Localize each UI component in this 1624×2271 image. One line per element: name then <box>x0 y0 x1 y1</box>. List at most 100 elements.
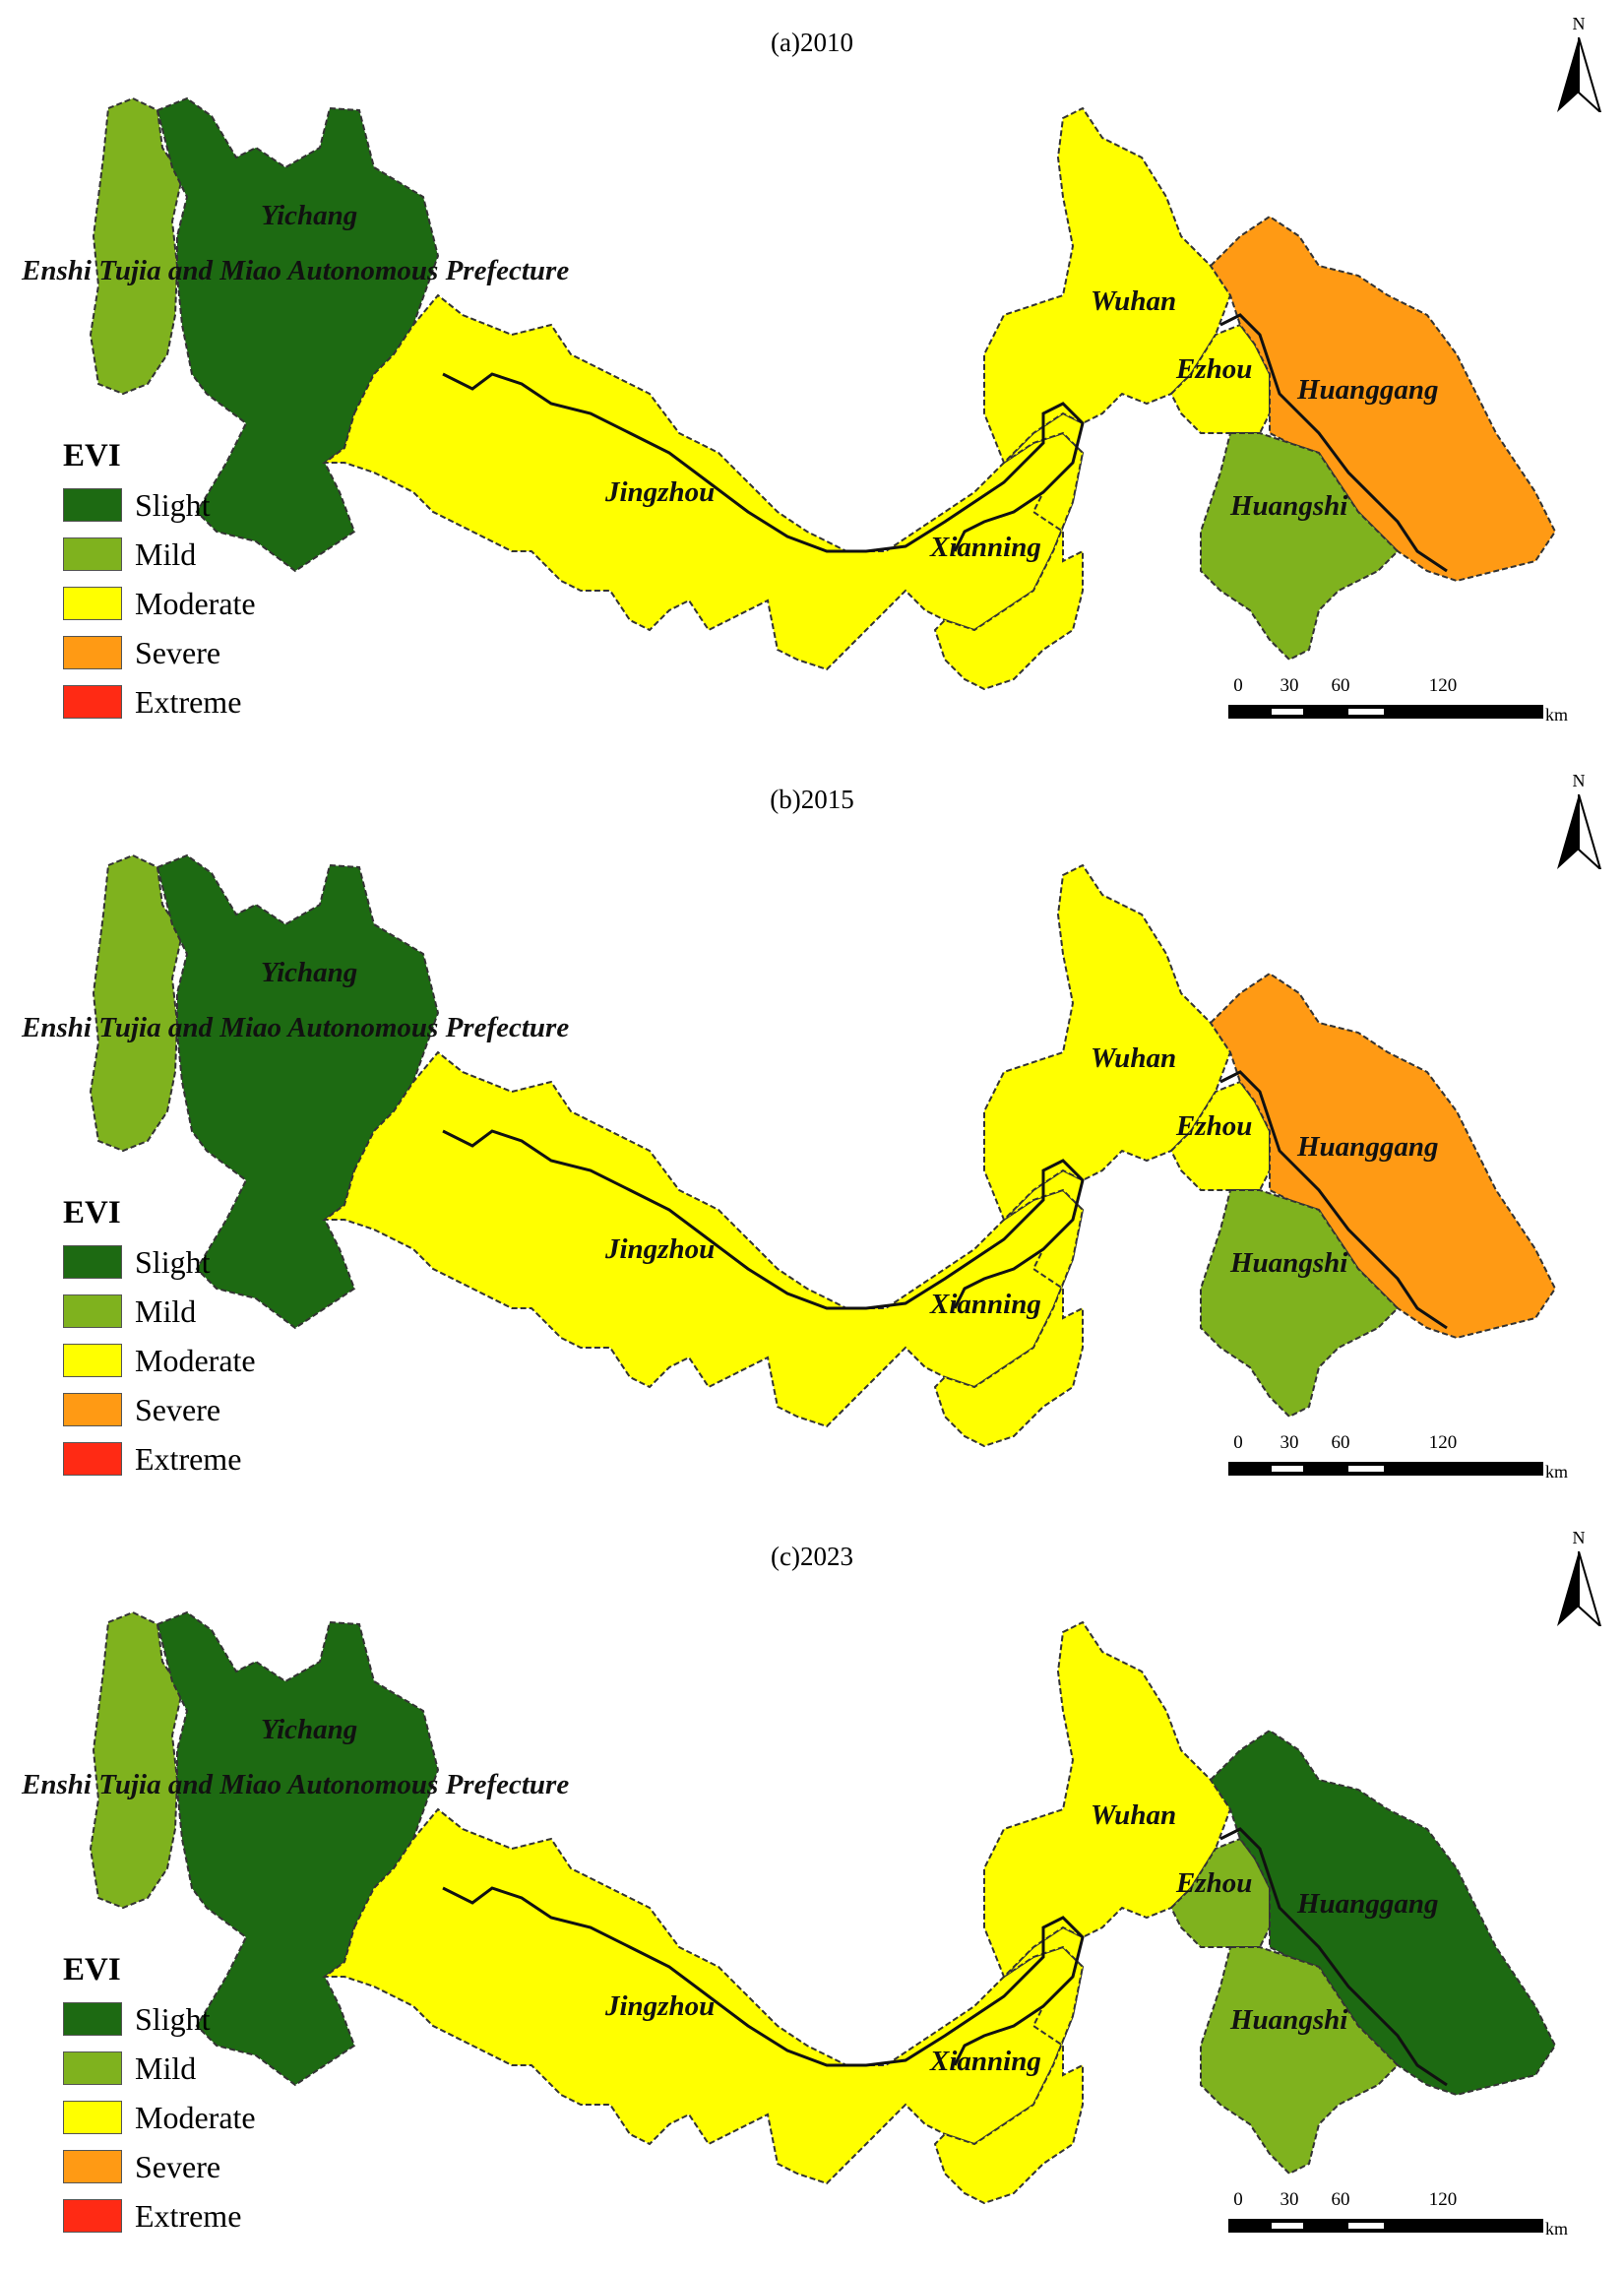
scale-tick-label: 0 <box>1233 2189 1243 2210</box>
scale-tick-label: 30 <box>1280 675 1299 696</box>
city-label-ezhou: Ezhou <box>1175 1110 1252 1142</box>
legend-item-extreme: Extreme <box>63 677 339 726</box>
legend-label: Mild <box>135 536 197 572</box>
legend-item-mild: Mild <box>63 2044 339 2093</box>
north-arrow-icon <box>1557 794 1602 869</box>
region-enshi <box>89 1610 184 1910</box>
legend: EVI Slight Mild Moderate Severe Extreme <box>63 438 339 726</box>
city-label-huangshi: Huangshi <box>1229 1247 1347 1279</box>
legend-label: Extreme <box>135 1440 242 1477</box>
legend-swatch <box>63 1245 122 1279</box>
legend-item-slight: Slight <box>63 1994 339 2044</box>
legend-item-slight: Slight <box>63 480 339 530</box>
legend-swatch <box>63 685 122 719</box>
region-huangshi <box>1200 1189 1400 1419</box>
legend-item-moderate: Moderate <box>63 579 339 628</box>
evi-map: Yichang Enshi Tujia and Miao Autonomous … <box>21 853 1557 1448</box>
city-label-jingzhou: Jingzhou <box>604 476 715 508</box>
scale-tick-label: 0 <box>1233 1432 1243 1453</box>
city-label-huanggang: Huanggang <box>1296 1888 1438 1920</box>
north-arrow-icon <box>1557 37 1602 112</box>
scale-bar-graphic <box>1228 705 1543 719</box>
city-label-huangshi: Huangshi <box>1229 490 1347 522</box>
region-huanggang <box>1209 1729 1557 2097</box>
legend-item-extreme: Extreme <box>63 1434 339 1483</box>
scale-tick-label: 30 <box>1280 2189 1299 2210</box>
legend-item-severe: Severe <box>63 2142 339 2191</box>
legend-swatch <box>63 1442 122 1476</box>
legend-swatch <box>63 2051 122 2085</box>
legend-label: Slight <box>135 486 211 523</box>
legend-item-severe: Severe <box>63 1385 339 1434</box>
panel-title: (a)2010 <box>771 28 853 57</box>
city-label-jingzhou: Jingzhou <box>604 1990 715 2022</box>
region-huanggang <box>1209 215 1557 583</box>
legend-swatch <box>63 636 122 669</box>
scale-unit: km <box>1545 1462 1569 1482</box>
evi-map: Yichang Enshi Tujia and Miao Autonomous … <box>21 96 1557 691</box>
river-boundary <box>442 1129 1085 1310</box>
city-label-wuhan: Wuhan <box>1091 1799 1176 1831</box>
city-label-huanggang: Huanggang <box>1296 374 1438 406</box>
region-jingzhou <box>322 1807 1085 2185</box>
scale-tick-label: 0 <box>1233 675 1243 696</box>
region-enshi <box>89 853 184 1153</box>
legend-swatch <box>63 1294 122 1328</box>
river-boundary <box>442 372 1085 553</box>
city-label-ezhou: Ezhou <box>1175 353 1252 385</box>
legend-swatch <box>63 587 122 620</box>
legend-title: EVI <box>63 438 121 473</box>
city-label-xianning: Xianning <box>929 2046 1041 2077</box>
legend-label: Moderate <box>135 1342 256 1378</box>
legend-label: Extreme <box>135 683 242 720</box>
legend-items: Slight Mild Moderate Severe Extreme <box>63 480 339 726</box>
scale-tick-label: 120 <box>1428 2189 1458 2210</box>
legend-label: Moderate <box>135 2099 256 2135</box>
region-huanggang <box>1209 972 1557 1340</box>
legend-swatch <box>63 537 122 571</box>
region-wuhan <box>983 863 1232 1222</box>
legend-label: Severe <box>135 1391 221 1427</box>
legend-label: Extreme <box>135 2197 242 2234</box>
legend-swatch <box>63 1344 122 1377</box>
city-label-yichang: Yichang <box>261 1714 357 1745</box>
panel-title: (c)2023 <box>771 1542 853 1571</box>
scale-bar: 0 30 60 120 km <box>1228 675 1583 734</box>
legend-items: Slight Mild Moderate Severe Extreme <box>63 1994 339 2240</box>
city-label-ezhou: Ezhou <box>1175 1867 1252 1899</box>
legend-title: EVI <box>63 1952 121 1987</box>
legend-item-moderate: Moderate <box>63 2093 339 2142</box>
scale-tick-label: 30 <box>1280 1432 1299 1453</box>
legend: EVI Slight Mild Moderate Severe Extreme <box>63 1952 339 2240</box>
legend-swatch <box>63 2199 122 2233</box>
legend: EVI Slight Mild Moderate Severe Extreme <box>63 1195 339 1483</box>
north-arrow: N <box>1553 1528 1604 1626</box>
scale-bar: 0 30 60 120 km <box>1228 2189 1583 2248</box>
legend-item-slight: Slight <box>63 1237 339 1287</box>
ezhou-boundary <box>1219 1070 1448 1330</box>
legend-item-mild: Mild <box>63 1287 339 1336</box>
legend-label: Mild <box>135 2050 197 2086</box>
city-label-wuhan: Wuhan <box>1091 285 1176 317</box>
city-label-huanggang: Huanggang <box>1296 1131 1438 1163</box>
map-panel-1: (a)2010 Yichang Enshi Tujia and Miao Aut… <box>0 0 1624 757</box>
city-label-enshi: Enshi Tujia and Miao Autonomous Prefectu… <box>21 255 569 286</box>
scale-tick-label: 120 <box>1428 1432 1458 1453</box>
city-label-huangshi: Huangshi <box>1229 2004 1347 2036</box>
ezhou-boundary <box>1219 1827 1448 2087</box>
city-label-yichang: Yichang <box>261 200 357 231</box>
scale-tick-label: 60 <box>1331 675 1350 696</box>
legend-item-severe: Severe <box>63 628 339 677</box>
region-jingzhou <box>322 1050 1085 1428</box>
city-label-enshi: Enshi Tujia and Miao Autonomous Prefectu… <box>21 1012 569 1043</box>
legend-items: Slight Mild Moderate Severe Extreme <box>63 1237 339 1483</box>
region-wuhan <box>983 1620 1232 1979</box>
scale-tick-label: 120 <box>1428 675 1458 696</box>
map-panel-2: (b)2015 Yichang Enshi Tujia and Miao Aut… <box>0 757 1624 1514</box>
city-label-xianning: Xianning <box>929 1289 1041 1320</box>
scale-bar-graphic <box>1228 2219 1543 2233</box>
city-label-wuhan: Wuhan <box>1091 1042 1176 1074</box>
north-label: N <box>1572 14 1586 33</box>
legend-label: Slight <box>135 1243 211 1280</box>
city-label-jingzhou: Jingzhou <box>604 1233 715 1265</box>
